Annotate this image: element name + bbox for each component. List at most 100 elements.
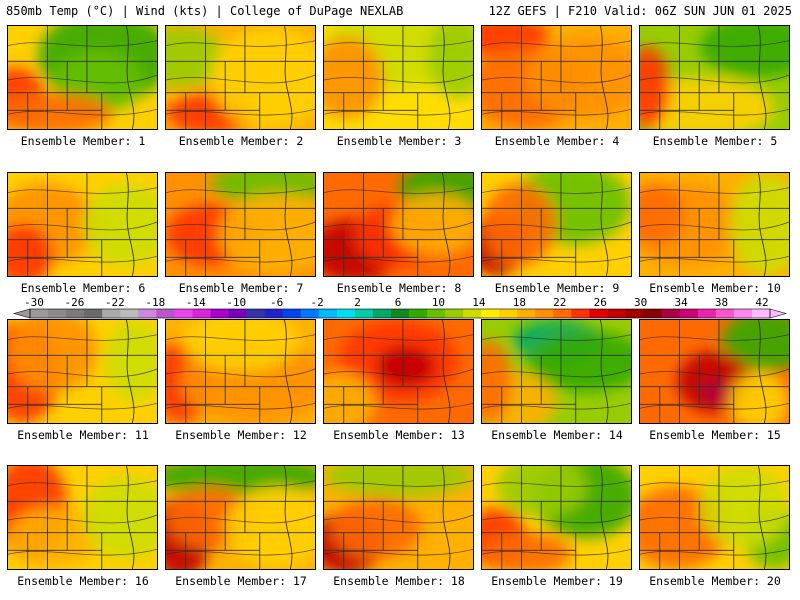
colorbar-swatch [409, 309, 428, 318]
colorbar-swatch [48, 309, 67, 318]
ensemble-member-map [639, 465, 790, 570]
colorbar-swatch [192, 309, 211, 318]
colorbar-swatch [535, 309, 554, 318]
temperature-field-shade [702, 381, 727, 403]
colorbar-swatch [156, 309, 175, 318]
colorbar-swatch [282, 309, 302, 318]
colorbar-swatch [661, 309, 681, 318]
colorbar-tick-label: 22 [553, 296, 566, 309]
height-contours [166, 334, 315, 410]
colorbar-swatch [589, 309, 608, 318]
height-contours [324, 187, 473, 263]
height-contours [166, 480, 315, 556]
colorbar-swatch [571, 309, 590, 318]
height-contours [324, 40, 473, 116]
temperature-field-shade [699, 26, 789, 78]
colorbar-swatch [318, 309, 338, 318]
colorbar-swatch [445, 309, 464, 318]
ensemble-member-label: Ensemble Member: 15 [649, 428, 781, 442]
colorbar-tick-label: -22 [105, 296, 125, 309]
colorbar-swatch [607, 309, 627, 318]
colorbar-swatch [481, 309, 500, 318]
model-run-valid-time: 12Z GEFS | F210 Valid: 06Z SUN JUN 01 20… [488, 4, 792, 18]
colorbar-swatch [102, 309, 121, 318]
temperature-colorbar: -30 -26 -22 -18 -14 -10 -6 -2 2 6 10 14 18 22 26 30 34 38… [12, 296, 788, 319]
colorbar-swatch [174, 309, 193, 318]
ensemble-member-label: Ensemble Member: 14 [491, 428, 623, 442]
ensemble-member-map [323, 172, 474, 277]
colorbar-tick-label: 38 [715, 296, 728, 309]
ensemble-member-map [481, 172, 632, 277]
colorbar-tick-label: -18 [145, 296, 165, 309]
ensemble-member-label: Ensemble Member: 1 [20, 134, 146, 148]
state-boundaries [166, 26, 315, 129]
colorbar-swatch [30, 309, 49, 318]
ensemble-member-label: Ensemble Member: 20 [649, 574, 781, 588]
temperature-field-shade [166, 26, 226, 88]
state-boundaries [640, 320, 789, 423]
colorbar-swatch [643, 309, 663, 318]
temperature-field-shade [210, 26, 315, 129]
height-contours [8, 480, 157, 556]
temperature-field-shade [331, 496, 421, 559]
colorbar-min-arrow [12, 308, 31, 319]
colorbar-tick-label: -2 [310, 296, 323, 309]
ensemble-member-label: Ensemble Member: 6 [20, 281, 146, 295]
temperature-field-shade [82, 476, 157, 559]
temperature-field-shade [376, 345, 436, 387]
colorbar-tick-label: -10 [226, 296, 246, 309]
colorbar-tick-label: -6 [270, 296, 283, 309]
ensemble-member-label: Ensemble Member: 18 [333, 574, 465, 588]
ensemble-member-label: Ensemble Member: 7 [178, 281, 304, 295]
colorbar-swatch [66, 309, 85, 318]
colorbar-swatch [300, 309, 320, 318]
colorbar-swatch [228, 309, 247, 318]
colorbar-swatch [372, 309, 392, 318]
state-boundaries [8, 320, 157, 423]
ensemble-member-map [165, 172, 316, 277]
colorbar-tick-label: 10 [432, 296, 445, 309]
temperature-field-shade [180, 320, 301, 372]
ensemble-member-map [323, 25, 474, 130]
colorbar-swatch [751, 309, 771, 318]
ensemble-member-map [481, 465, 632, 570]
temperature-field-shade [699, 466, 789, 549]
colorbar-swatch [517, 309, 536, 318]
colorbar-swatch [625, 309, 645, 318]
ensemble-member-map [165, 319, 316, 424]
height-contours [482, 480, 631, 556]
temperature-field-shade [640, 77, 775, 129]
colorbar-tick-label: 2 [354, 296, 361, 309]
ensemble-member-label: Ensemble Member: 16 [17, 574, 149, 588]
ensemble-member-label: Ensemble Member: 13 [333, 428, 465, 442]
colorbar-swatch [715, 309, 735, 318]
temperature-field-shade [482, 340, 512, 423]
state-boundaries [8, 26, 157, 129]
ensemble-member-label: Ensemble Member: 10 [649, 281, 781, 295]
colorbar-max-arrow [769, 308, 788, 319]
ensemble-member-label: Ensemble Member: 5 [652, 134, 778, 148]
ensemble-member-label: Ensemble Member: 11 [17, 428, 149, 442]
colorbar-swatch [427, 309, 446, 318]
height-contours [8, 187, 157, 263]
colorbar-swatch [210, 309, 229, 318]
height-contours [482, 334, 631, 410]
ensemble-member-map [639, 319, 790, 424]
ensemble-member-map [639, 172, 790, 277]
height-contours [482, 187, 631, 263]
height-contours [166, 187, 315, 263]
height-contours [640, 40, 789, 116]
ensemble-member-map [639, 25, 790, 130]
state-boundaries [324, 26, 473, 129]
temperature-field-shade [482, 532, 572, 569]
temperature-field-shade [8, 92, 113, 129]
temperature-field-shade [729, 371, 789, 423]
ensemble-member-map [481, 25, 632, 130]
state-boundaries [640, 466, 789, 569]
height-contours [8, 334, 157, 410]
ensemble-member-map [165, 465, 316, 570]
height-contours [8, 40, 157, 116]
colorbar-swatch [679, 309, 699, 318]
colorbar-swatch [697, 309, 717, 318]
colorbar-tick-label: -14 [186, 296, 206, 309]
